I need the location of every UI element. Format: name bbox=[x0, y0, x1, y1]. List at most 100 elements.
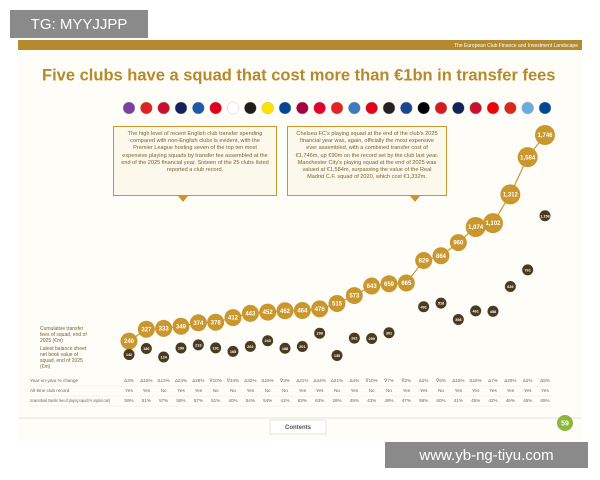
book-dot bbox=[452, 314, 464, 326]
contents-link[interactable]: Contents bbox=[285, 425, 312, 431]
fee-dot bbox=[535, 125, 555, 145]
data-label: 643 bbox=[367, 284, 378, 290]
book-dot bbox=[210, 342, 222, 354]
data-label: 213 bbox=[195, 343, 201, 347]
club-logo bbox=[382, 101, 396, 115]
table-cell: 59% bbox=[419, 398, 428, 403]
data-label: 165 bbox=[230, 350, 236, 354]
data-label: 573 bbox=[349, 294, 360, 300]
chart-title: Five clubs have a squad that cost more t… bbox=[42, 66, 555, 84]
club-logo bbox=[348, 101, 361, 115]
book-dot bbox=[158, 351, 170, 363]
fee-dot bbox=[380, 275, 398, 293]
club-logo bbox=[209, 101, 222, 115]
table-cell: 57% bbox=[194, 398, 203, 403]
fee-dot bbox=[449, 234, 467, 252]
book-dot bbox=[435, 297, 447, 309]
data-label: 1,074 bbox=[468, 225, 484, 231]
table-cell: 46% bbox=[506, 398, 515, 403]
table-cell: Δ21% bbox=[331, 378, 343, 383]
data-label: 960 bbox=[453, 241, 464, 247]
note-box: Chelsea FC's playing squad at the end of… bbox=[287, 126, 447, 196]
fee-dot bbox=[483, 213, 503, 234]
fee-dot bbox=[189, 314, 207, 332]
book-dot bbox=[487, 305, 499, 317]
data-label: 142 bbox=[126, 353, 132, 357]
club-logo bbox=[521, 101, 534, 115]
table-cell: ∇10% bbox=[365, 378, 378, 383]
club-logo bbox=[296, 101, 309, 115]
data-label: 476 bbox=[315, 307, 326, 313]
data-label: 1,312 bbox=[503, 192, 519, 198]
fee-dot bbox=[311, 300, 329, 318]
fee-dot bbox=[415, 252, 433, 270]
data-label: 761 bbox=[524, 268, 530, 272]
data-label: 398 bbox=[455, 318, 461, 322]
data-label: 412 bbox=[228, 316, 239, 322]
book-dot bbox=[262, 335, 274, 347]
fee-dot bbox=[363, 277, 381, 295]
table-cell: Δ21% bbox=[296, 378, 308, 383]
data-label: 349 bbox=[176, 324, 187, 330]
table-cell: Δ24% bbox=[175, 378, 187, 383]
data-label: 327 bbox=[141, 327, 152, 333]
fee-dot bbox=[224, 309, 242, 327]
table-cell: No bbox=[334, 388, 340, 393]
table-cell: ∇10% bbox=[209, 378, 222, 383]
data-label: 262 bbox=[351, 337, 357, 341]
fee-dot bbox=[276, 302, 294, 320]
club-logo bbox=[157, 101, 170, 115]
book-dot bbox=[140, 343, 152, 355]
table-cell: Yes bbox=[247, 388, 255, 393]
table-cell: 57% bbox=[159, 398, 168, 403]
data-label: 452 bbox=[263, 310, 274, 316]
fee-dot bbox=[500, 184, 521, 205]
table-cell: Δ4% bbox=[349, 378, 359, 383]
data-label: 639 bbox=[507, 285, 513, 289]
fee-dot bbox=[137, 320, 155, 338]
table-cell: 51% bbox=[142, 398, 151, 403]
data-label: 491 bbox=[420, 305, 426, 309]
header-bar bbox=[18, 40, 582, 50]
book-dot bbox=[227, 345, 239, 357]
table-cell: Δ16% bbox=[140, 378, 152, 383]
table-cell: Δ20% bbox=[504, 378, 516, 383]
table-cell: 60% bbox=[436, 398, 445, 403]
table-cell: No bbox=[265, 388, 271, 393]
data-label: 1,746 bbox=[537, 133, 553, 139]
table-cell: No bbox=[369, 388, 375, 393]
fee-dot bbox=[432, 247, 450, 265]
book-dot bbox=[314, 327, 326, 339]
fee-dot bbox=[155, 319, 173, 337]
table-cell: 58% bbox=[176, 398, 185, 403]
book-dot bbox=[366, 333, 378, 345]
table-cell: Yes bbox=[420, 388, 428, 393]
data-label: 298 bbox=[316, 332, 322, 336]
table-cell: 54% bbox=[246, 398, 255, 403]
table-cell: 41% bbox=[454, 398, 463, 403]
fee-dot bbox=[207, 313, 225, 331]
book-dot bbox=[418, 301, 430, 313]
table-cell: Yes bbox=[143, 388, 151, 393]
table-cell: Yes bbox=[351, 388, 359, 393]
table-cell: No bbox=[282, 388, 288, 393]
club-logo bbox=[452, 101, 465, 115]
table-cell: Yes bbox=[524, 388, 532, 393]
club-logo bbox=[226, 101, 240, 115]
book-dot bbox=[175, 342, 187, 354]
table-cell: Yes bbox=[177, 388, 185, 393]
book-dot bbox=[522, 264, 534, 276]
fee-dot bbox=[517, 147, 538, 168]
table-cell: 63% bbox=[315, 398, 324, 403]
table-cell: Yes bbox=[541, 388, 549, 393]
contents-button[interactable] bbox=[269, 419, 327, 435]
club-logo bbox=[504, 101, 517, 115]
table-cell: Yes bbox=[403, 388, 411, 393]
club-logo bbox=[330, 101, 344, 115]
table-cell: No bbox=[230, 388, 236, 393]
table-cell: Δ44% bbox=[314, 378, 326, 383]
data-label: 829 bbox=[419, 259, 430, 265]
data-label: 124 bbox=[160, 356, 167, 360]
row-label: Year-on-year % change bbox=[30, 378, 79, 383]
